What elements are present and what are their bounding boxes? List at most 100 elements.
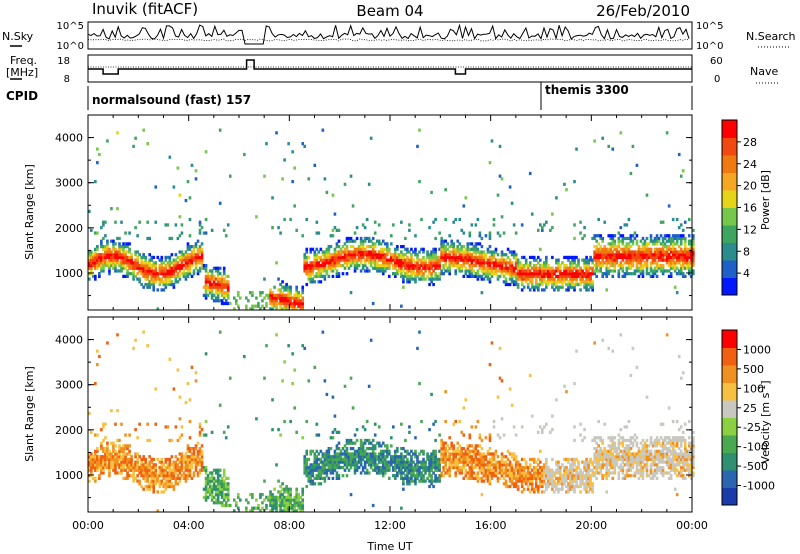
power-cell (158, 266, 162, 270)
power-cell (398, 266, 401, 270)
power-cell (633, 253, 637, 257)
power-cell (601, 274, 605, 278)
power-cell (164, 280, 168, 284)
power-cell (655, 263, 659, 268)
power-cell (172, 258, 176, 262)
power-cell (206, 274, 210, 278)
power-cell (653, 269, 657, 273)
velocity-cell (305, 474, 309, 478)
power-cell (635, 250, 639, 254)
velocity-cell (150, 482, 154, 486)
velocity-cell (212, 479, 216, 483)
power-cell (641, 274, 645, 278)
power-cell (134, 258, 137, 262)
velocity-cell (528, 476, 532, 480)
power-cell (585, 280, 588, 284)
velocity-cell (502, 433, 506, 437)
velocity-cell (472, 457, 476, 462)
velocity-cell (102, 465, 105, 470)
power-cell (271, 291, 274, 295)
velocity-cell (482, 463, 486, 467)
velocity-cell (98, 463, 101, 467)
power-cell (347, 253, 351, 257)
power-cell (90, 266, 93, 270)
power-cell (589, 266, 592, 270)
power-cell (400, 304, 403, 308)
power-cell (297, 301, 300, 306)
velocity-cell (327, 457, 331, 462)
power-cell (204, 285, 208, 289)
power-cell (138, 280, 141, 284)
velocity-cell (279, 484, 282, 489)
power-cell (488, 236, 492, 241)
velocity-cell (416, 474, 419, 478)
velocity-cell (293, 503, 296, 508)
power-cell (605, 274, 609, 278)
power-cell (128, 266, 131, 270)
power-cell (553, 280, 556, 284)
power-cell (665, 253, 669, 257)
power-cell (222, 280, 226, 284)
power-cell (571, 255, 574, 260)
power-cell (571, 266, 574, 270)
velocity-cell (504, 482, 508, 486)
velocity-cell (331, 471, 335, 475)
power-cell (625, 253, 629, 257)
velocity-cell (287, 503, 290, 508)
power-cell (226, 223, 230, 227)
velocity-cell (385, 468, 389, 472)
velocity-cell (154, 476, 158, 480)
power-cell (524, 272, 528, 276)
power-cell (645, 193, 649, 197)
velocity-cell (214, 490, 218, 494)
velocity-cell (385, 463, 389, 467)
velocity-cell (484, 463, 488, 467)
power-cell (218, 291, 222, 295)
velocity-cell (373, 444, 377, 448)
velocity-cell (432, 484, 435, 489)
velocity-cell (98, 474, 101, 478)
power-cell (327, 274, 331, 278)
velocity-cell (454, 457, 458, 462)
velocity-cell (404, 476, 407, 480)
velocity-cell (263, 479, 266, 483)
power-cell (510, 274, 514, 278)
power-cell (657, 250, 661, 254)
power-cell (285, 285, 288, 289)
power-cell (567, 274, 570, 278)
power-cell (110, 253, 113, 257)
power-cell (363, 261, 367, 265)
velocity-cell (212, 482, 216, 486)
velocity-cell (486, 460, 490, 464)
velocity-cell (367, 471, 371, 475)
velocity-cell (434, 474, 437, 478)
power-cell (315, 220, 319, 224)
power-cell (301, 299, 305, 303)
power-cell (563, 277, 566, 281)
velocity-cell (367, 455, 371, 459)
power-cell (551, 255, 554, 260)
power-cell (545, 285, 548, 289)
power-cell (631, 239, 635, 243)
power-cell (138, 266, 141, 270)
power-cell (623, 255, 627, 260)
velocity-cell (285, 498, 288, 502)
velocity-cell (88, 457, 91, 462)
velocity-cell (430, 482, 433, 486)
velocity-cell (295, 501, 298, 505)
power-cell (450, 250, 454, 254)
velocity-cell (486, 463, 490, 467)
velocity-cell (375, 471, 379, 475)
power-cell (206, 280, 210, 284)
velocity-cell (216, 501, 220, 505)
velocity-cell (226, 495, 230, 499)
power-cell (146, 263, 149, 268)
velocity-cell (295, 487, 298, 491)
velocity-cell (534, 476, 538, 480)
power-cell (164, 285, 168, 289)
power-cell (383, 242, 387, 246)
velocity-cell (220, 479, 224, 483)
power-cell (154, 266, 158, 270)
power-cell (144, 277, 147, 281)
velocity-cell (148, 487, 152, 491)
